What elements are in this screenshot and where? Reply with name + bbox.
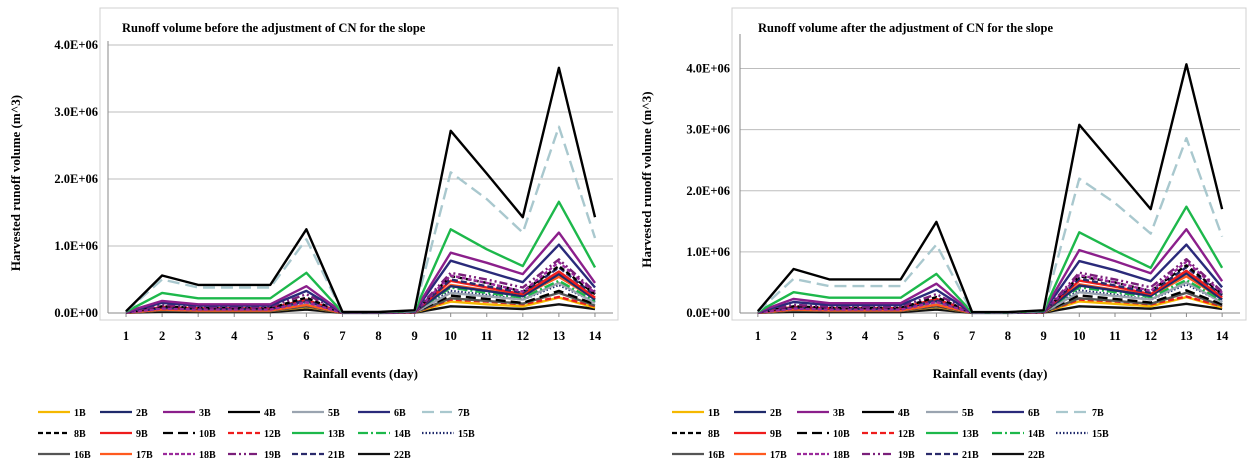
x-tick-label: 5 [898,329,904,343]
x-tick-label: 9 [1040,329,1046,343]
legend-label: 21B [328,450,345,461]
y-tick-label: 2.0E+06 [54,172,98,186]
x-tick-label: 10 [444,329,457,343]
x-tick-label: 11 [481,329,493,343]
series-line-8B [757,264,1223,314]
x-tick-label: 7 [339,329,345,343]
legend-label: 3B [833,408,845,419]
x-tick-label: 14 [589,329,602,343]
legend-label: 7B [458,408,470,419]
legend-label: 9B [770,429,782,440]
y-axis-label: Harvested runoff volume (m^3) [8,95,23,271]
legend-label: 4B [264,408,276,419]
x-tick-label: 2 [159,329,165,343]
legend-label: 2B [770,408,782,419]
legend-label: 12B [264,429,281,440]
x-axis-label: Rainfall events (day) [303,366,418,381]
legend-label: 1B [708,408,720,419]
x-tick-label: 13 [553,329,566,343]
y-tick-label: 4.0E+06 [686,62,730,76]
x-tick-label: 5 [267,329,273,343]
legend-label: 16B [708,450,725,461]
x-tick-label: 12 [1144,329,1157,343]
y-tick-label: 0.0E+00 [54,306,98,320]
x-tick-label: 11 [1109,329,1121,343]
x-tick-label: 1 [123,329,129,343]
legend-label: 8B [74,429,86,440]
legend-label: 21B [962,450,979,461]
y-tick-label: 3.0E+06 [686,123,730,137]
x-tick-label: 4 [231,329,238,343]
chart-title: Runoff volume after the adjustment of CN… [758,21,1053,35]
x-tick-label: 4 [862,329,869,343]
legend-label: 2B [136,408,148,419]
legend-label: 10B [199,429,216,440]
x-tick-label: 8 [375,329,381,343]
legend-label: 13B [962,429,979,440]
y-tick-label: 1.0E+06 [54,239,98,253]
legend-label: 19B [264,450,281,461]
legend-label: 6B [1028,408,1040,419]
legend-label: 5B [328,408,340,419]
legend-label: 6B [394,408,406,419]
x-tick-label: 6 [303,329,309,343]
x-tick-label: 3 [826,329,832,343]
y-axis-label: Harvested runoff volume (m^3) [639,91,654,267]
legend-label: 22B [394,450,411,461]
legend-label: 3B [199,408,211,419]
x-tick-label: 10 [1073,329,1086,343]
x-tick-label: 8 [1005,329,1011,343]
legend-label: 19B [898,450,915,461]
legend-label: 18B [833,450,850,461]
x-tick-label: 7 [969,329,975,343]
chart-panel-before: 0.0E+001.0E+062.0E+063.0E+064.0E+061 2 3 4 5… [8,7,619,461]
legend-label: 1B [74,408,86,419]
legend-label: 9B [136,429,148,440]
series-line-4B [756,63,1224,314]
legend-label: 17B [770,450,787,461]
y-tick-label: 4.0E+06 [54,38,98,52]
x-axis-label: Rainfall events (day) [933,366,1048,381]
y-tick-label: 0.0E+00 [686,306,730,320]
x-tick-label: 3 [195,329,201,343]
legend-label: 18B [199,450,216,461]
y-tick-label: 2.0E+06 [686,184,730,198]
x-tick-label: 13 [1180,329,1193,343]
legend-label: 14B [1028,429,1045,440]
x-tick-label: 12 [517,329,530,343]
series-line-13B [757,205,1224,314]
legend-label: 4B [898,408,910,419]
series-line-3B [125,231,596,314]
x-tick-label: 14 [1216,329,1229,343]
chart-panel-after: 0.0E+001.0E+062.0E+063.0E+064.0E+061 2 3 4 5… [639,7,1247,461]
x-tick-label: 6 [933,329,939,343]
chart-frame [99,7,619,321]
y-tick-label: 3.0E+06 [54,105,98,119]
series-line-7B [757,136,1224,314]
series-line-19B [125,258,596,314]
chart-frame [731,7,1247,321]
legend-label: 17B [136,450,153,461]
legend-label: 5B [962,408,974,419]
y-tick-label: 1.0E+06 [686,245,730,259]
x-tick-label: 9 [411,329,417,343]
legend-label: 15B [458,429,475,440]
legend-label: 7B [1092,408,1104,419]
legend-label: 16B [74,450,91,461]
legend-label: 15B [1092,429,1109,440]
legend-label: 10B [833,429,850,440]
legend-label: 22B [1028,450,1045,461]
series-line-4B [125,66,597,314]
legend-label: 14B [394,429,411,440]
chart-title: Runoff volume before the adjustment of C… [122,21,426,35]
legend-label: 8B [708,429,720,440]
legend-label: 12B [898,429,915,440]
x-tick-label: 1 [755,329,761,343]
x-tick-label: 2 [790,329,796,343]
legend-label: 13B [328,429,345,440]
